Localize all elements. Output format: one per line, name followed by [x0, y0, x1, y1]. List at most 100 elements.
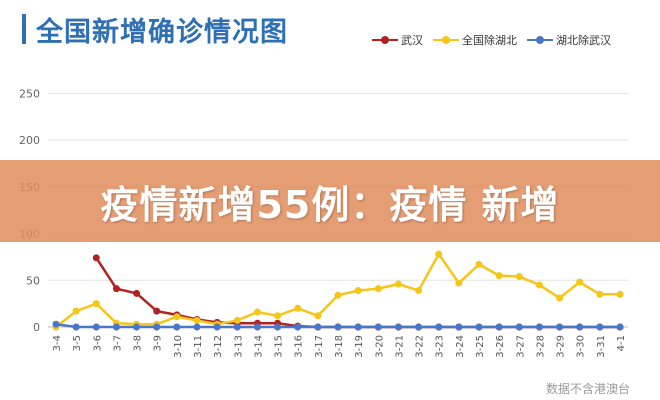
data-point — [354, 323, 362, 331]
x-tick-label: 3-29 — [556, 335, 567, 358]
data-point — [596, 323, 604, 331]
data-point — [475, 323, 483, 331]
data-point — [495, 272, 503, 280]
x-tick-label: 3-13 — [233, 335, 244, 358]
legend-swatch-hubei-ex-wuhan — [527, 35, 553, 45]
data-point — [455, 279, 463, 287]
data-point — [455, 323, 463, 331]
data-point — [274, 323, 282, 331]
data-point — [616, 290, 624, 298]
data-point — [374, 285, 382, 293]
x-tick-label: 3-16 — [294, 335, 305, 358]
data-point — [193, 316, 201, 324]
series-line — [55, 252, 620, 328]
x-tick-label: 3-26 — [495, 335, 506, 358]
data-point — [415, 287, 423, 295]
data-point — [435, 250, 443, 258]
data-point — [515, 323, 523, 331]
data-point — [394, 323, 402, 331]
data-point — [233, 316, 241, 324]
x-tick-label: 3-9 — [153, 335, 164, 351]
data-point — [495, 323, 503, 331]
data-point — [334, 323, 342, 331]
data-point — [112, 285, 120, 293]
x-tick-label: 3-5 — [72, 335, 83, 351]
legend-item-hubei-ex-wuhan[interactable]: 湖北除武汉 — [527, 32, 611, 48]
x-tick-label: 3-21 — [394, 335, 405, 358]
data-point — [556, 323, 564, 331]
x-tick-label: 3-22 — [415, 335, 426, 358]
data-point — [233, 323, 241, 331]
x-tick-label: 3-24 — [455, 335, 466, 358]
data-point — [294, 323, 302, 331]
x-tick-label: 3-18 — [334, 335, 345, 358]
data-point — [556, 294, 564, 302]
legend-label-wuhan: 武汉 — [401, 34, 423, 47]
data-point — [153, 307, 161, 315]
data-point — [112, 323, 120, 331]
legend-item-national-ex-hubei[interactable]: 全国除湖北 — [433, 32, 517, 48]
x-tick-label: 3-6 — [92, 335, 103, 351]
y-tick-label: 250 — [19, 87, 40, 100]
data-point — [435, 323, 443, 331]
data-point — [253, 308, 261, 316]
data-point — [133, 289, 141, 297]
x-tick-label: 3-10 — [173, 335, 184, 358]
x-tick-label: 3-20 — [374, 335, 385, 358]
data-point — [535, 281, 543, 289]
data-point — [274, 312, 282, 320]
x-tick-label: 3-11 — [193, 335, 204, 358]
chart-legend: 武汉 全国除湖北 湖北除武汉 — [372, 32, 611, 48]
x-tick-label: 3-8 — [133, 335, 144, 351]
overlay-banner: 疫情新增55例：疫情 新增 — [0, 160, 660, 242]
x-tick-label: 3-28 — [535, 335, 546, 358]
y-tick-label: 0 — [33, 321, 40, 334]
data-point — [415, 323, 423, 331]
chart-title: 全国新增确诊情况图 — [36, 17, 288, 48]
data-point — [92, 300, 100, 308]
data-point — [72, 307, 80, 315]
data-point — [253, 323, 261, 331]
x-tick-label: 3-23 — [435, 335, 446, 358]
data-point — [92, 254, 100, 262]
x-tick-label: 4-1 — [616, 335, 627, 351]
data-point — [314, 323, 322, 331]
data-point — [394, 280, 402, 288]
data-point — [334, 291, 342, 299]
data-point — [153, 323, 161, 331]
y-tick-label: 200 — [19, 134, 40, 147]
data-point — [374, 323, 382, 331]
x-tick-label: 3-31 — [596, 335, 607, 358]
data-point — [52, 320, 60, 328]
y-tick-label: 50 — [26, 274, 40, 287]
data-point — [213, 323, 221, 331]
x-tick-label: 3-15 — [274, 335, 285, 358]
data-point — [354, 287, 362, 295]
data-point — [294, 304, 302, 312]
x-tick-label: 3-25 — [475, 335, 486, 358]
legend-label-hubei-ex-wuhan: 湖北除武汉 — [556, 34, 611, 47]
watermark-text: 数据不含港澳台 — [545, 382, 630, 396]
data-point — [616, 323, 624, 331]
legend-swatch-wuhan — [372, 35, 398, 45]
legend-swatch-national-ex-hubei — [433, 35, 459, 45]
data-point — [133, 323, 141, 331]
legend-item-wuhan[interactable]: 武汉 — [372, 32, 423, 48]
x-tick-label: 3-7 — [112, 335, 123, 351]
data-point — [92, 323, 100, 331]
x-tick-label: 3-19 — [354, 335, 365, 358]
x-tick-label: 3-12 — [213, 335, 224, 358]
data-point — [576, 278, 584, 286]
data-point — [576, 323, 584, 331]
x-tick-label: 3-17 — [314, 335, 325, 358]
data-point — [596, 290, 604, 298]
data-point — [535, 323, 543, 331]
data-point — [515, 273, 523, 281]
x-tick-label: 3-14 — [253, 335, 264, 358]
banner-text: 疫情新增55例：疫情 新增 — [100, 182, 560, 227]
x-tick-label: 3-27 — [515, 335, 526, 358]
data-point — [72, 323, 80, 331]
x-tick-label: 3-30 — [576, 335, 587, 358]
legend-label-national-ex-hubei: 全国除湖北 — [462, 34, 517, 47]
data-point — [173, 313, 181, 321]
